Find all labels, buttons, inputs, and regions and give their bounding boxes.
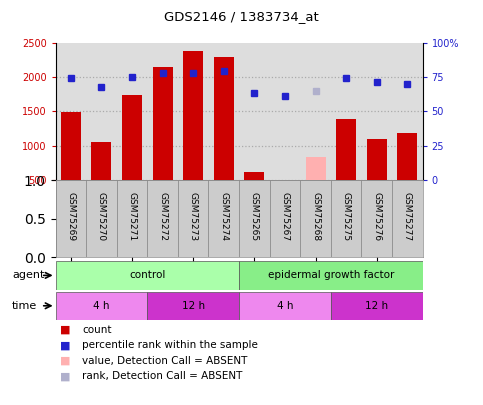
Bar (270, 180, 300, 257)
Text: GSM75273: GSM75273 (189, 192, 198, 241)
Text: 4 h: 4 h (93, 301, 110, 311)
Text: value, Detection Call = ABSENT: value, Detection Call = ABSENT (82, 356, 247, 366)
Bar (147, 180, 178, 257)
Text: GSM75271: GSM75271 (128, 192, 137, 241)
Bar (117, 180, 147, 257)
Bar (56, 180, 86, 257)
Text: control: control (129, 271, 166, 280)
Bar (153, 67, 172, 180)
Text: time: time (12, 301, 37, 311)
Bar (239, 292, 331, 320)
Bar (209, 180, 239, 257)
Text: GSM75268: GSM75268 (311, 192, 320, 241)
Text: GSM75272: GSM75272 (158, 192, 167, 241)
Text: GDS2146 / 1383734_at: GDS2146 / 1383734_at (164, 10, 319, 23)
Text: GSM75269: GSM75269 (66, 192, 75, 241)
Bar (336, 119, 356, 180)
Text: epidermal growth factor: epidermal growth factor (268, 271, 394, 280)
Bar (147, 292, 239, 320)
Bar (392, 180, 423, 257)
Bar (367, 139, 387, 180)
Bar (275, 180, 295, 213)
Bar (214, 57, 234, 180)
Text: GSM75277: GSM75277 (403, 192, 412, 241)
Text: GSM75274: GSM75274 (219, 192, 228, 241)
Bar (244, 172, 264, 180)
Text: GSM75267: GSM75267 (281, 192, 289, 241)
Text: ■: ■ (60, 356, 71, 366)
Bar (331, 180, 361, 257)
Text: 12 h: 12 h (182, 301, 205, 311)
Bar (239, 261, 423, 290)
Text: ■: ■ (60, 371, 71, 381)
Text: percentile rank within the sample: percentile rank within the sample (82, 341, 258, 350)
Bar (300, 180, 331, 257)
Bar (361, 180, 392, 257)
Text: 12 h: 12 h (365, 301, 388, 311)
Bar (122, 95, 142, 180)
Bar (61, 112, 81, 180)
Bar (86, 180, 117, 257)
Text: GSM75276: GSM75276 (372, 192, 381, 241)
Text: ■: ■ (60, 325, 71, 335)
Text: rank, Detection Call = ABSENT: rank, Detection Call = ABSENT (82, 371, 242, 381)
Text: agent: agent (12, 271, 44, 280)
Text: count: count (82, 325, 112, 335)
Bar (183, 51, 203, 180)
Text: GSM75270: GSM75270 (97, 192, 106, 241)
Text: GSM75265: GSM75265 (250, 192, 259, 241)
Bar (178, 180, 209, 257)
Text: ■: ■ (60, 341, 71, 350)
Bar (56, 292, 147, 320)
Text: GSM75275: GSM75275 (341, 192, 351, 241)
Bar (331, 292, 423, 320)
Bar (91, 142, 112, 180)
Bar (56, 261, 239, 290)
Text: 4 h: 4 h (277, 301, 293, 311)
Bar (239, 180, 270, 257)
Bar (306, 157, 326, 180)
Bar (398, 133, 417, 180)
